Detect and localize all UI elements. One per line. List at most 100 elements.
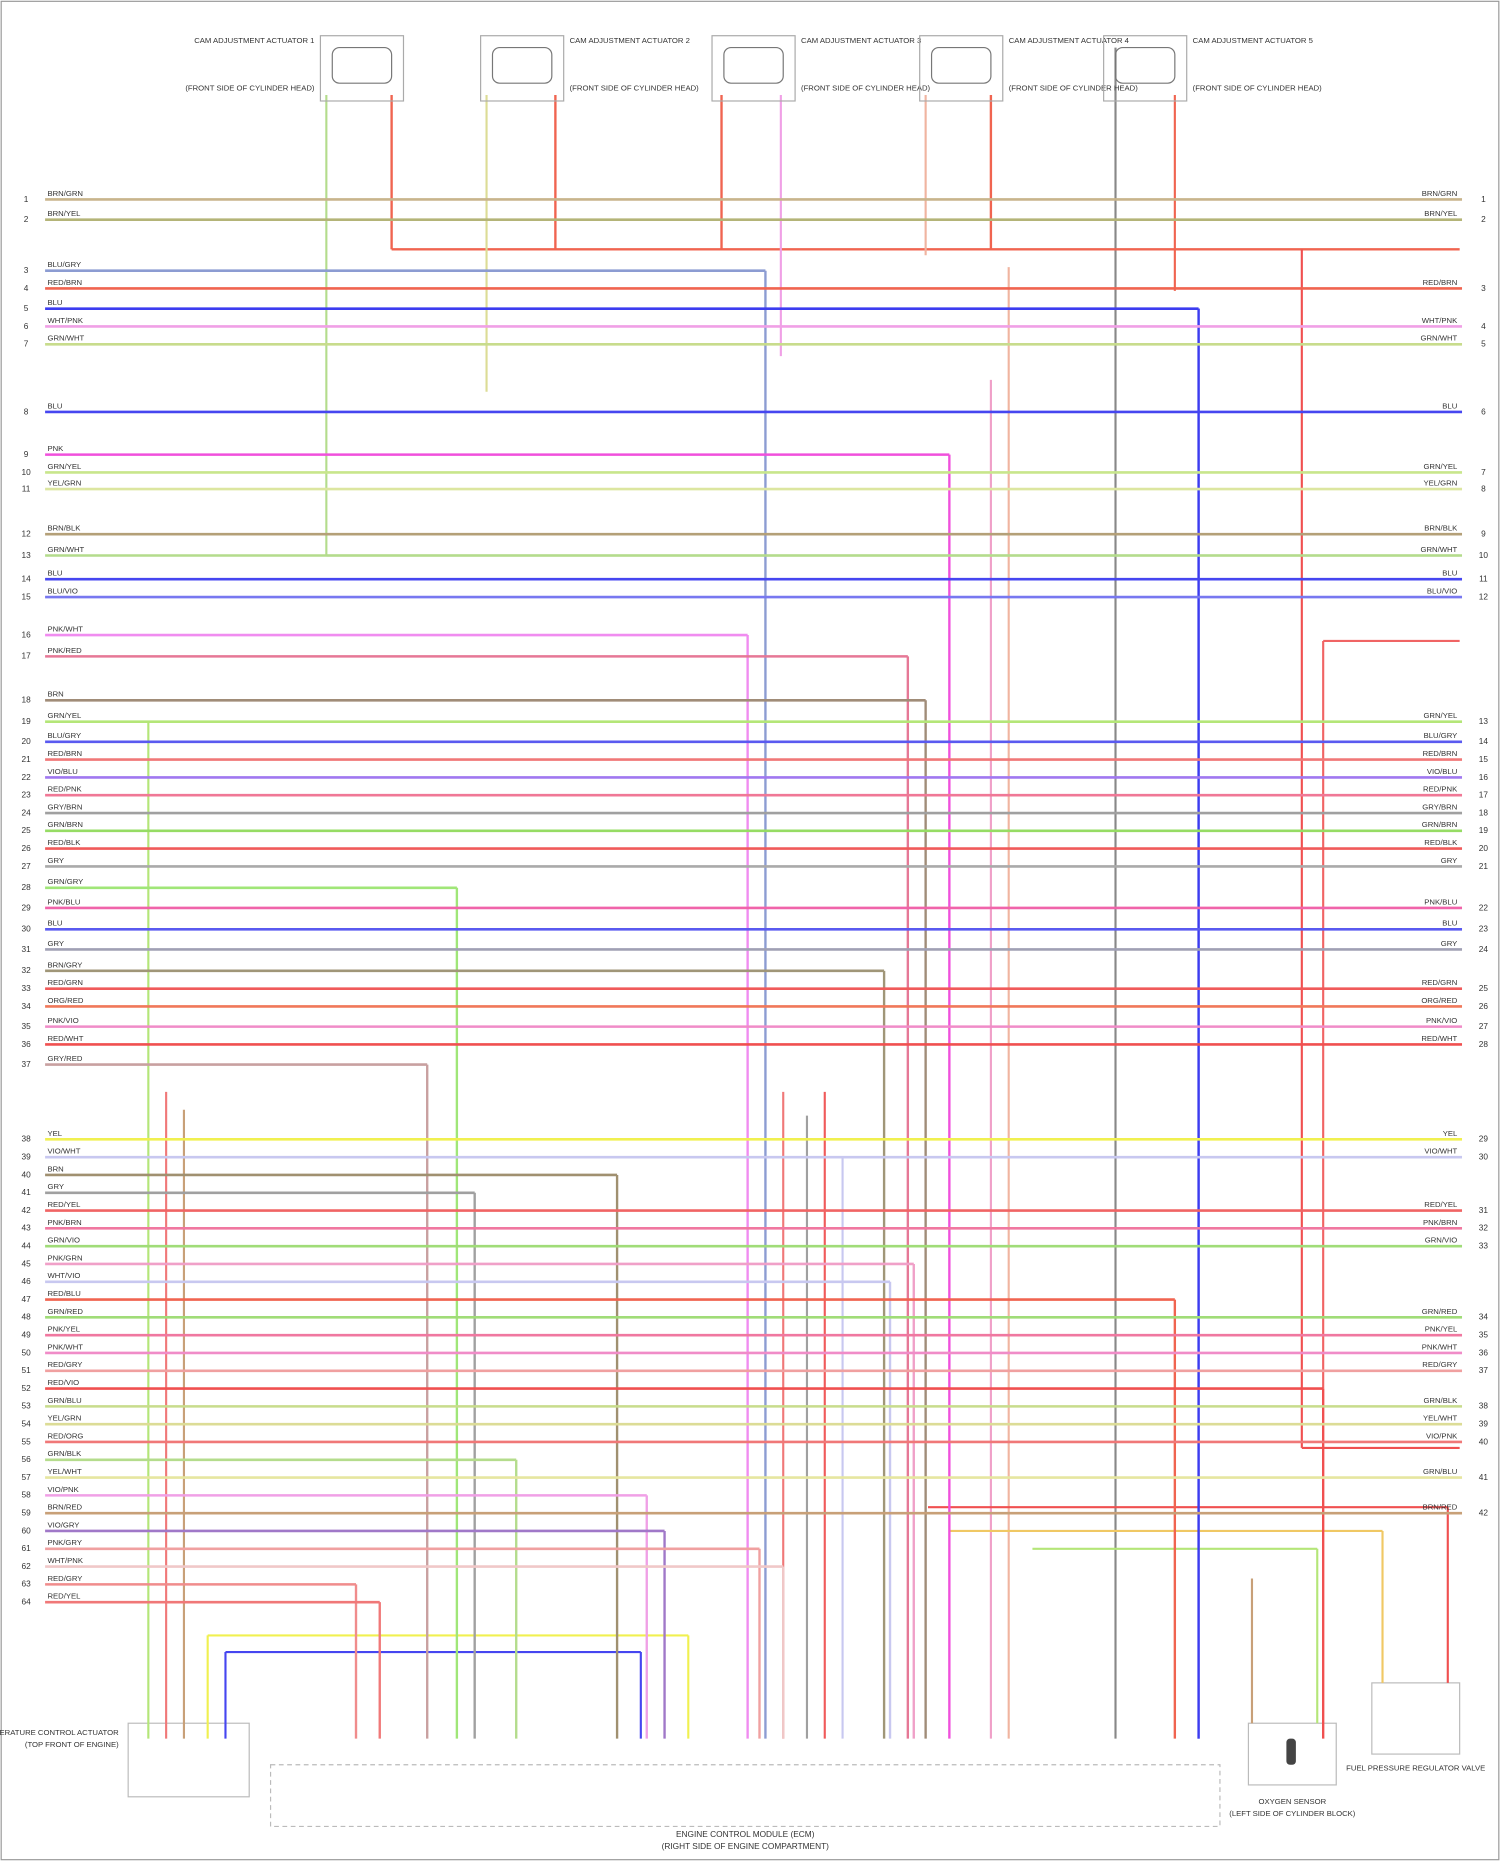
left-pin: 49	[21, 1330, 31, 1340]
left-pin: 46	[21, 1276, 31, 1286]
right-wire-code: GRN/BLU	[1423, 1467, 1457, 1476]
left-pin: 1	[24, 194, 29, 204]
right-wire-code: GRN/WHT	[1420, 545, 1457, 554]
left-wire-code: BRN/YEL	[47, 209, 81, 218]
left-wire-code: BRN	[47, 690, 63, 699]
left-pin: 63	[21, 1579, 31, 1589]
actuator-box	[919, 35, 1004, 102]
left-pin: 36	[21, 1039, 31, 1049]
right-wire-code: GRN/YEL	[1423, 711, 1458, 720]
left-wire-code: VIO/BLU	[47, 767, 77, 776]
actuator-location: (FRONT SIDE OF CYLINDER HEAD)	[1193, 83, 1323, 92]
left-wire-code: GRN/BLU	[47, 1396, 81, 1405]
right-pin: 18	[1479, 807, 1489, 817]
right-pin: 23	[1479, 924, 1489, 934]
right-pin: 22	[1479, 902, 1489, 912]
left-pin: 3	[24, 265, 29, 275]
left-wire-code: BRN/GRN	[47, 189, 83, 198]
left-pin: 28	[21, 882, 31, 892]
left-pin: 38	[21, 1134, 31, 1144]
right-pin: 10	[1479, 550, 1489, 560]
left-wire-code: WHT/PNK	[47, 1556, 83, 1565]
left-wire-code: GRY/BRN	[47, 802, 82, 811]
left-pin: 43	[21, 1223, 31, 1233]
left-pin: 25	[21, 825, 31, 835]
left-pin: 21	[21, 754, 31, 764]
left-wire-code: VIO/PNK	[47, 1485, 79, 1494]
left-pin: 22	[21, 772, 31, 782]
actuator-box	[1103, 35, 1188, 102]
left-wire-code: BRN/RED	[47, 1503, 82, 1512]
left-pin: 5	[24, 303, 29, 313]
left-wire-code: BLU	[47, 569, 62, 578]
left-wire-code: RED/VIO	[47, 1378, 79, 1387]
left-pin: 35	[21, 1021, 31, 1031]
right-wire-code: GRN/RED	[1422, 1307, 1458, 1316]
actuator-body	[930, 46, 992, 84]
oxygen-sensor-box	[1247, 1722, 1337, 1786]
fuel-valve-box	[1371, 1682, 1461, 1755]
left-pin: 45	[21, 1258, 31, 1268]
left-pin: 29	[21, 902, 31, 912]
ecm-label: ENGINE CONTROL MODULE (ECM)	[676, 1829, 815, 1839]
right-wire-code: ORG/RED	[1421, 996, 1457, 1005]
left-pin: 4	[24, 283, 29, 293]
right-pin: 31	[1479, 1205, 1489, 1215]
left-pin: 59	[21, 1508, 31, 1518]
right-pin: 2	[1481, 214, 1486, 224]
right-pin: 15	[1479, 754, 1489, 764]
left-wire-code: BLU/VIO	[47, 586, 77, 595]
left-pin: 9	[24, 449, 29, 459]
left-wire-code: BLU/GRY	[47, 731, 81, 740]
left-pin: 7	[24, 339, 29, 349]
fuel-valve-label: FUEL PRESSURE REGULATOR VALVE	[1346, 1764, 1485, 1773]
right-wire-code: BRN/BLK	[1424, 524, 1458, 533]
right-wire-code: VIO/BLU	[1427, 767, 1457, 776]
left-wire-code: PNK/GRN	[47, 1253, 82, 1262]
left-wire-code: RED/BRN	[47, 278, 82, 287]
left-pin: 6	[24, 321, 29, 331]
right-wire-code: GRN/BLK	[1423, 1396, 1458, 1405]
right-wire-code: RED/PNK	[1423, 785, 1458, 794]
right-pin: 34	[1479, 1312, 1489, 1322]
right-pin: 25	[1479, 983, 1489, 993]
left-wire-code: PNK	[47, 444, 64, 453]
left-pin: 16	[21, 629, 31, 639]
right-wire-code: YEL/GRN	[1423, 478, 1457, 487]
left-pin: 52	[21, 1383, 31, 1393]
left-pin: 47	[21, 1294, 31, 1304]
left-pin: 64	[21, 1597, 31, 1607]
left-wire-code: PNK/VIO	[47, 1016, 78, 1025]
actuator-body	[1114, 46, 1176, 84]
right-pin: 36	[1479, 1347, 1489, 1357]
right-pin: 30	[1479, 1152, 1489, 1162]
left-wire-code: VIO/WHT	[47, 1147, 80, 1156]
right-pin: 5	[1481, 339, 1486, 349]
right-wire-code: VIO/PNK	[1426, 1431, 1458, 1440]
left-wire-code: PNK/GRY	[47, 1538, 82, 1547]
right-pin: 9	[1481, 529, 1486, 539]
actuator-box	[319, 35, 405, 102]
left-wire-code: GRY	[47, 939, 64, 948]
left-wire-code: BRN/BLK	[47, 524, 81, 533]
ecm-location: (RIGHT SIDE OF ENGINE COMPARTMENT)	[662, 1841, 830, 1851]
left-wire-code: ORG/RED	[47, 996, 83, 1005]
left-pin: 17	[21, 651, 31, 661]
left-pin: 26	[21, 843, 31, 853]
actuator-body	[723, 46, 784, 84]
left-pin: 62	[21, 1561, 31, 1571]
left-pin: 27	[21, 861, 31, 871]
right-wire-code: PNK/VIO	[1426, 1016, 1457, 1025]
actuator-location: (FRONT SIDE OF CYLINDER HEAD)	[185, 83, 315, 92]
left-wire-code: PNK/BLU	[47, 897, 80, 906]
left-pin: 56	[21, 1454, 31, 1464]
left-wire-code: PNK/BRN	[47, 1218, 81, 1227]
left-pin: 20	[21, 736, 31, 746]
right-wire-code: GRN/BRN	[1422, 820, 1458, 829]
left-wire-code: RED/GRY	[47, 1574, 82, 1583]
right-wire-code: RED/BRN	[1423, 278, 1458, 287]
right-wire-code: BRN/RED	[1423, 1503, 1458, 1512]
right-pin: 29	[1479, 1134, 1489, 1144]
right-pin: 13	[1479, 716, 1489, 726]
